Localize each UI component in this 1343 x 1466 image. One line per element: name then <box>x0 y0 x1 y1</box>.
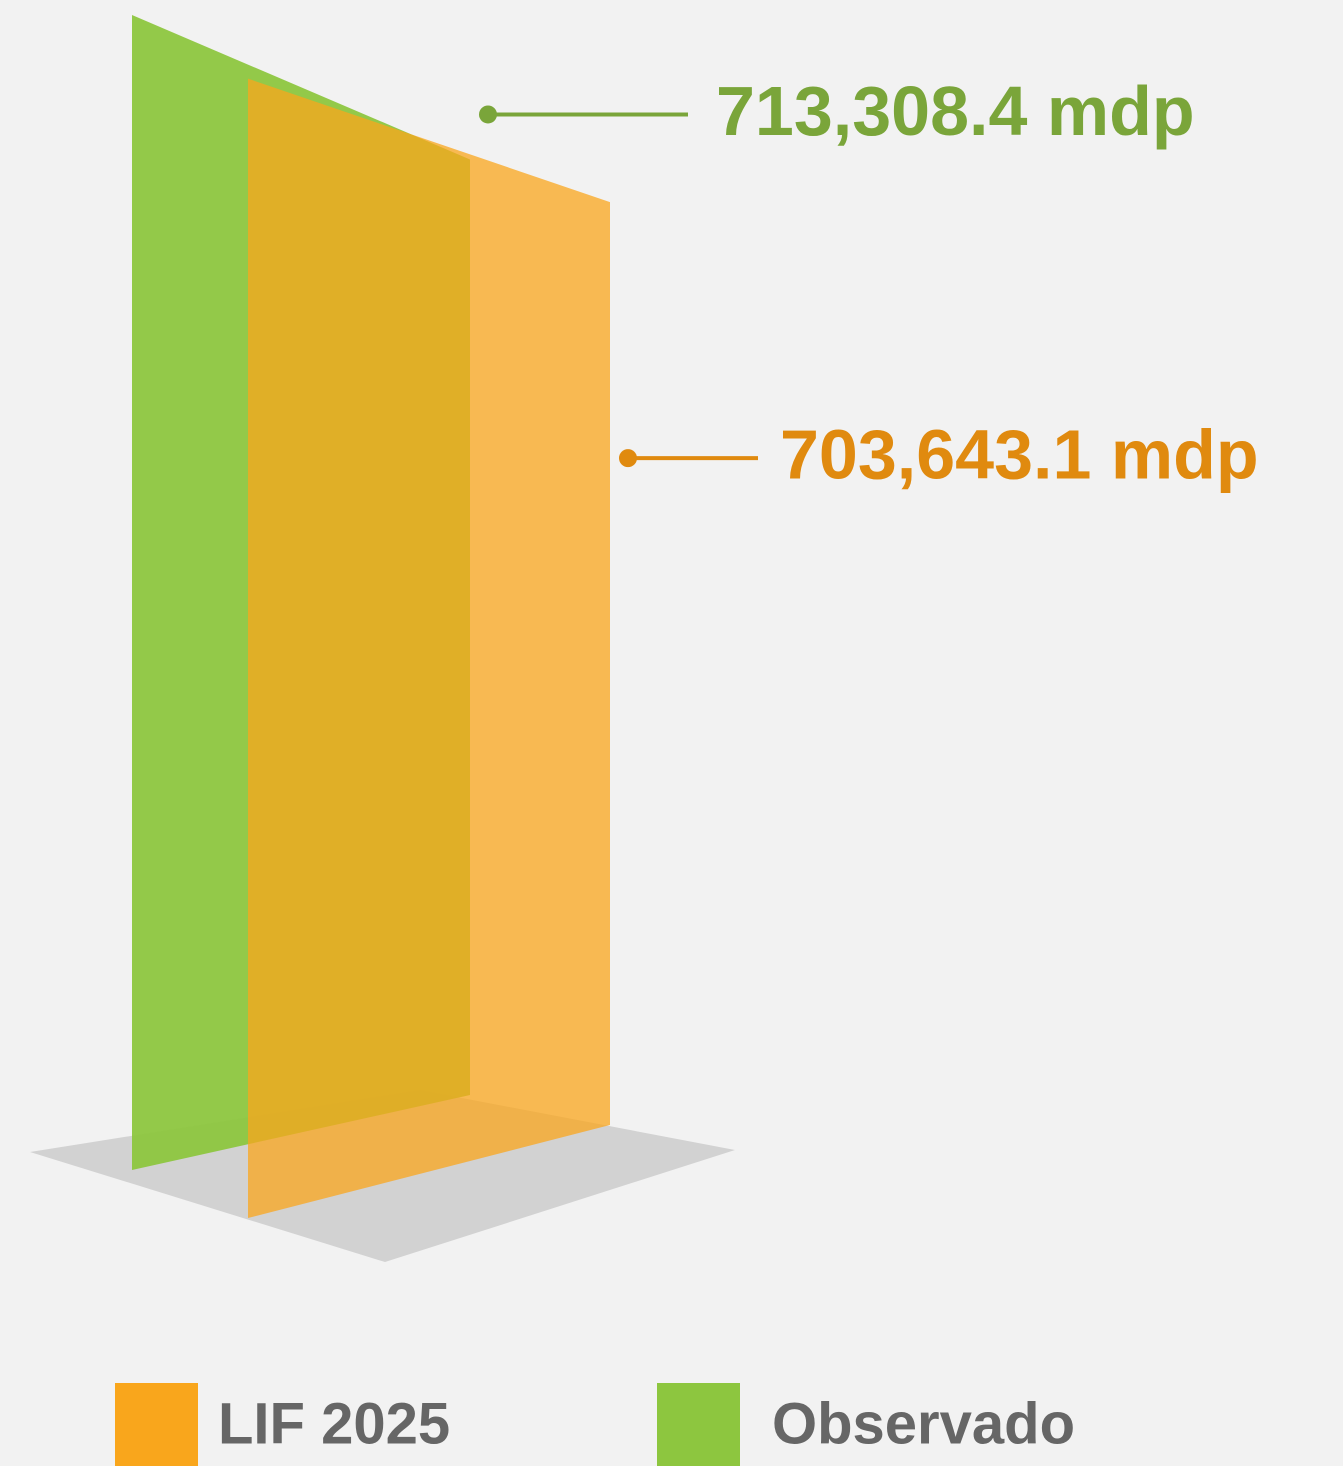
bar-panel <box>248 78 610 1219</box>
legend-label: LIF 2025 <box>218 1391 450 1456</box>
value-label: 703,643.1 mdp <box>780 416 1259 494</box>
legend-label: Observado <box>772 1391 1075 1456</box>
legend-swatch <box>657 1383 740 1466</box>
value-label: 713,308.4 mdp <box>716 72 1195 150</box>
legend-swatch <box>115 1383 198 1466</box>
